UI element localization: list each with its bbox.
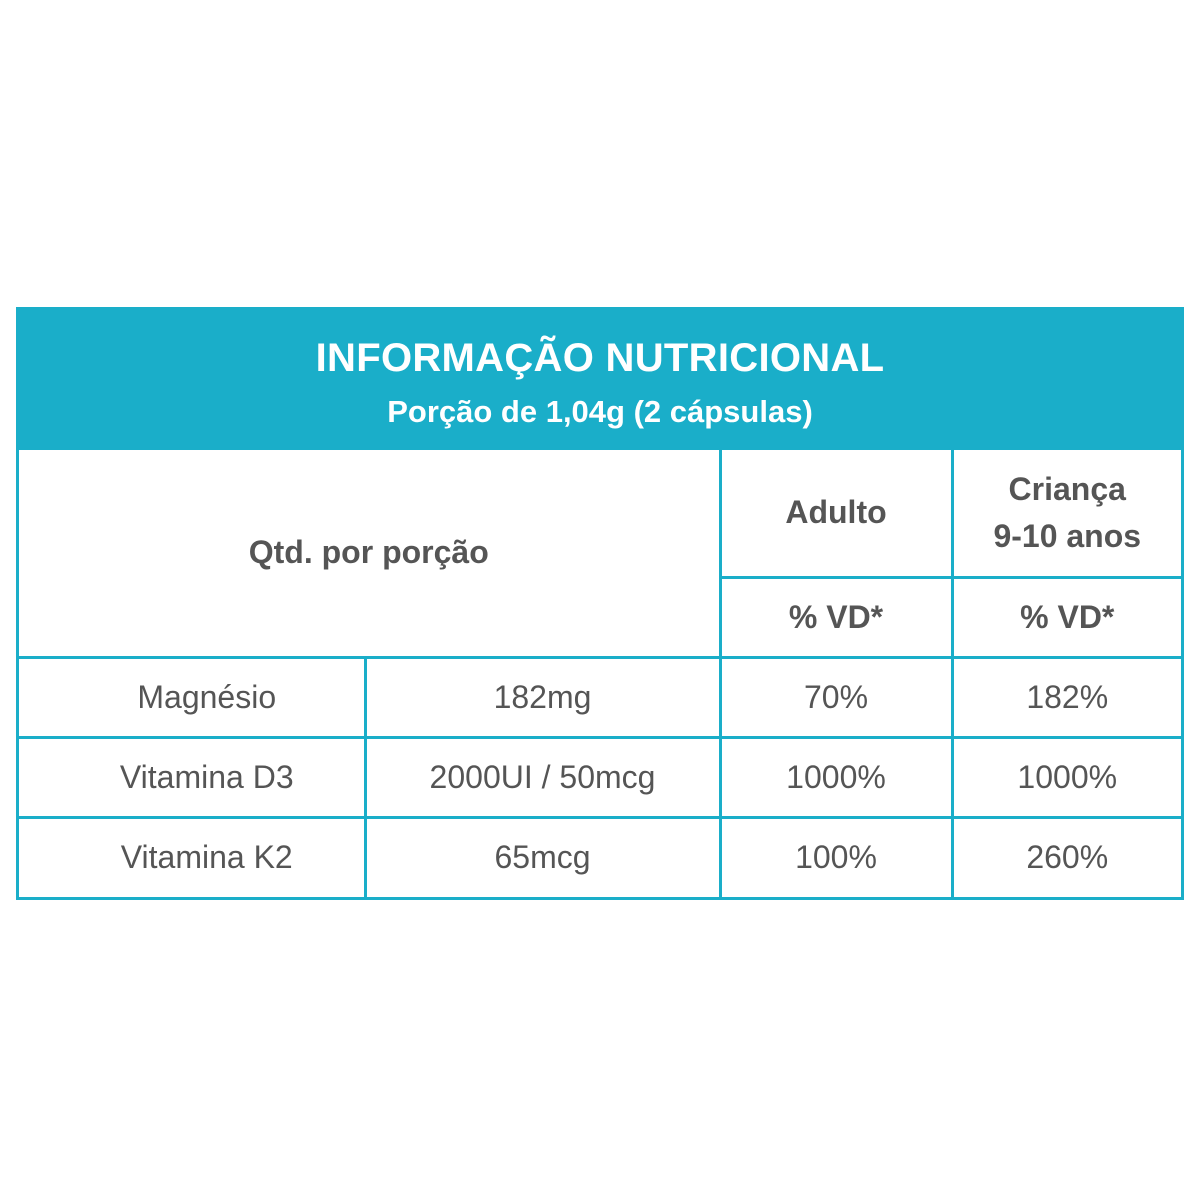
child-vd-header: % VD*	[950, 575, 1181, 659]
table-row: Magnésio 182mg 70% 182%	[19, 655, 1181, 739]
child-label-line2: 9-10 anos	[993, 517, 1142, 554]
nutrient-amount: 182mg	[363, 655, 722, 739]
serving-size: Porção de 1,04g (2 cápsulas)	[387, 394, 813, 429]
child-header: Criança 9-10 anos	[950, 450, 1181, 579]
vd-header-row: % VD* % VD*	[19, 575, 1181, 659]
page-title: INFORMAÇÃO NUTRICIONAL	[315, 336, 885, 380]
nutrient-name: Magnésio	[19, 655, 367, 739]
adult-header: Adulto	[718, 450, 954, 579]
table-row: Vitamina K2 65mcg 100% 260%	[19, 815, 1181, 897]
nutrient-amount: 65mcg	[363, 815, 722, 897]
nutrient-name: Vitamina D3	[19, 735, 367, 819]
nutrient-grid: Qtd. por porção Adulto Criança 9-10 anos…	[19, 450, 1181, 897]
nutrient-amount: 2000UI / 50mcg	[363, 735, 722, 819]
adult-vd-value: 100%	[718, 815, 954, 897]
adult-vd-value: 1000%	[718, 735, 954, 819]
adult-label: Adulto	[785, 494, 887, 531]
table-header: INFORMAÇÃO NUTRICIONAL Porção de 1,04g (…	[19, 310, 1181, 450]
child-label-line1: Criança	[1008, 471, 1126, 508]
adult-vd-value: 70%	[718, 655, 954, 739]
nutrition-facts-table: INFORMAÇÃO NUTRICIONAL Porção de 1,04g (…	[16, 307, 1184, 900]
child-vd-value: 260%	[950, 815, 1181, 897]
qty-per-serving-header: Qtd. por porção	[19, 450, 722, 659]
adult-vd-header: % VD*	[720, 575, 954, 659]
child-vd-value: 182%	[950, 655, 1181, 739]
table-row: Vitamina D3 2000UI / 50mcg 1000% 1000%	[19, 735, 1181, 819]
column-header-row: Qtd. por porção Adulto Criança 9-10 anos	[19, 450, 1181, 659]
qty-per-serving-label: Qtd. por porção	[248, 534, 489, 571]
child-vd-value: 1000%	[950, 735, 1181, 819]
nutrient-name: Vitamina K2	[19, 815, 367, 897]
